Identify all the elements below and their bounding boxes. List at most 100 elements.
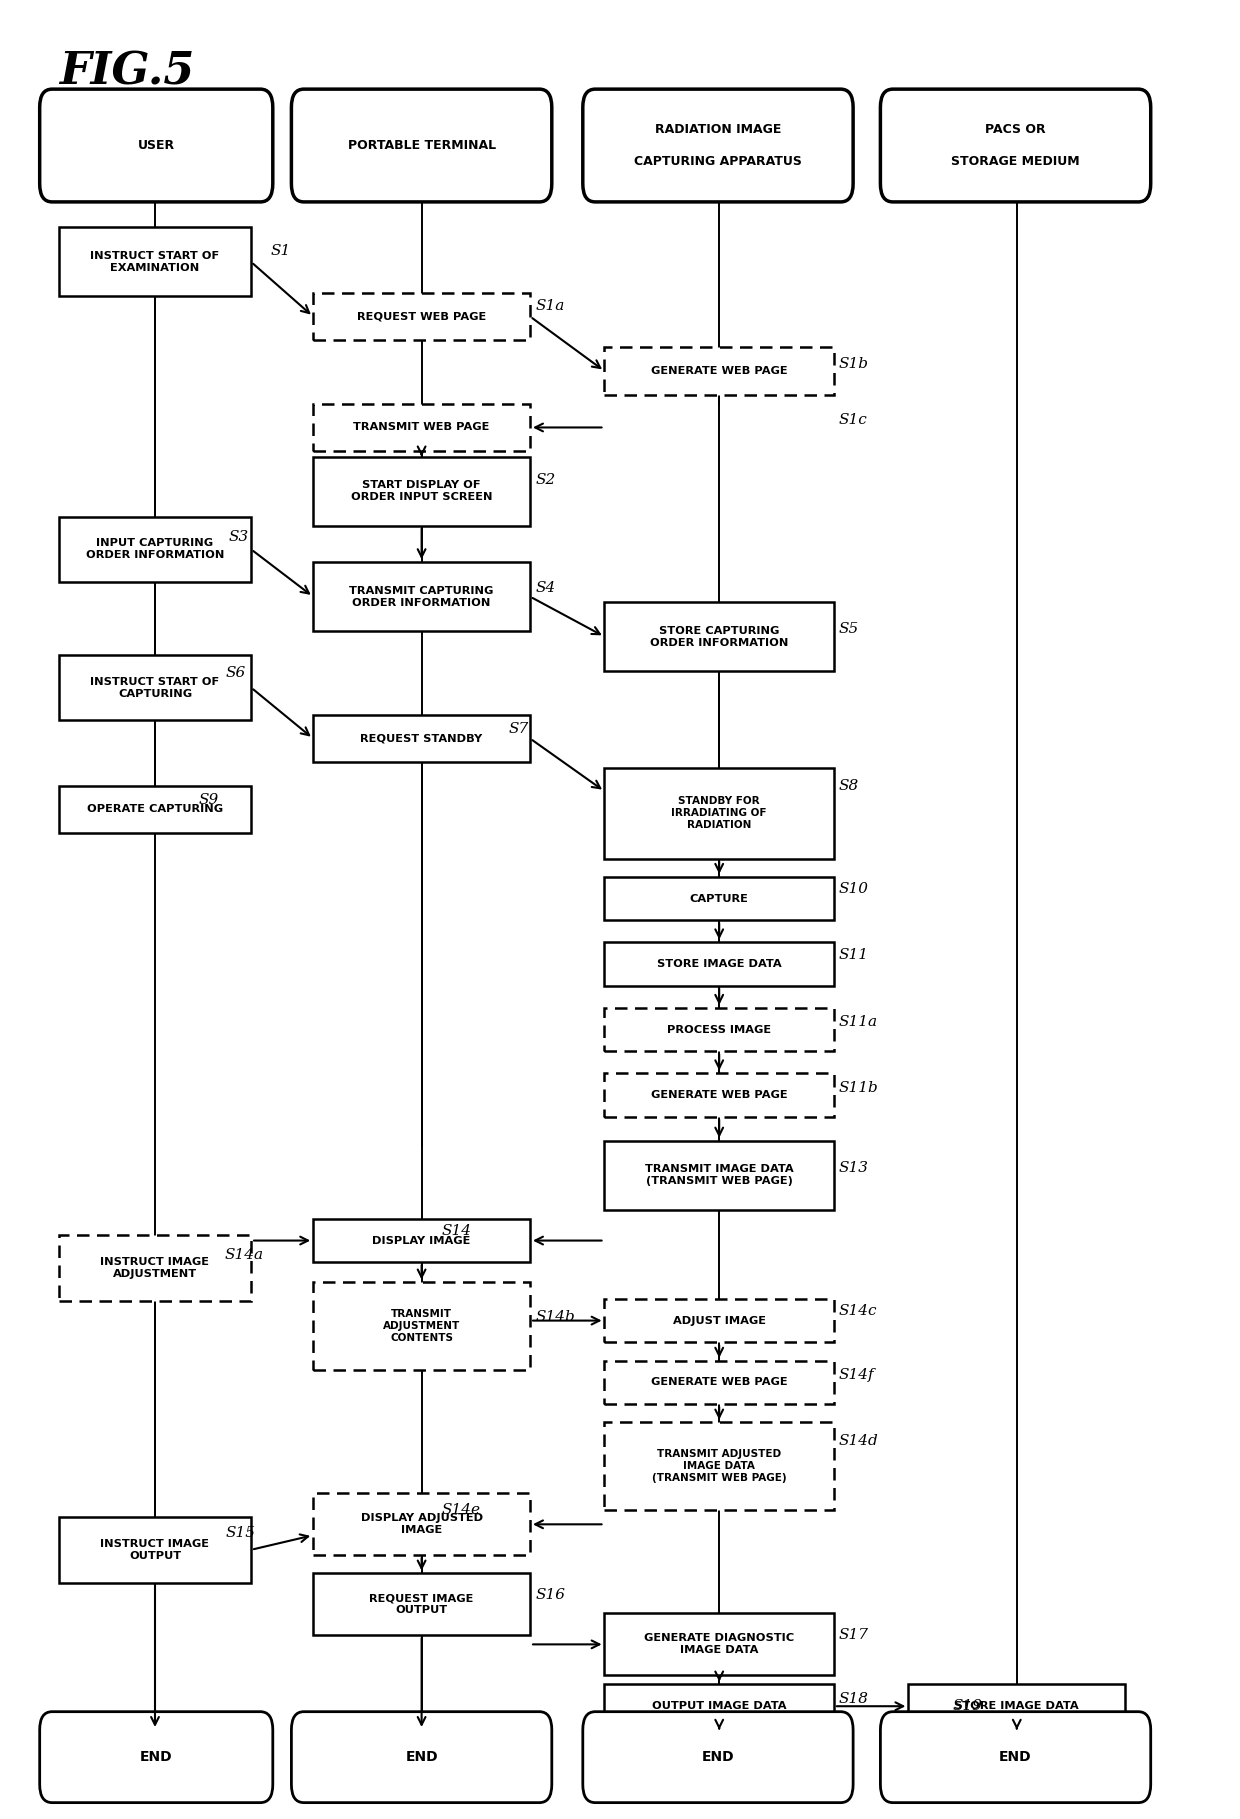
Bar <box>314 562 531 631</box>
Bar <box>314 404 531 451</box>
Text: S1: S1 <box>270 244 290 258</box>
Text: REQUEST IMAGE
OUTPUT: REQUEST IMAGE OUTPUT <box>370 1593 474 1615</box>
Bar <box>604 1361 833 1404</box>
Bar <box>604 347 833 395</box>
Bar <box>314 1282 531 1370</box>
Text: REQUEST STANDBY: REQUEST STANDBY <box>361 733 482 744</box>
Text: USER: USER <box>138 138 175 153</box>
Text: S16: S16 <box>536 1588 565 1603</box>
Text: S11a: S11a <box>838 1015 878 1030</box>
Text: TRANSMIT
ADJUSTMENT
CONTENTS: TRANSMIT ADJUSTMENT CONTENTS <box>383 1310 460 1342</box>
FancyBboxPatch shape <box>880 89 1151 202</box>
Text: REQUEST WEB PAGE: REQUEST WEB PAGE <box>357 311 486 322</box>
Text: END: END <box>140 1750 172 1764</box>
Text: S9: S9 <box>198 793 218 808</box>
Text: END: END <box>999 1750 1032 1764</box>
Text: DISPLAY IMAGE: DISPLAY IMAGE <box>372 1235 471 1246</box>
Text: STORE CAPTURING
ORDER INFORMATION: STORE CAPTURING ORDER INFORMATION <box>650 626 789 648</box>
Text: S17: S17 <box>838 1628 868 1643</box>
Bar <box>908 1684 1126 1728</box>
Text: RADIATION IMAGE: RADIATION IMAGE <box>655 122 781 136</box>
Text: S3: S3 <box>228 529 248 544</box>
Bar <box>60 517 252 582</box>
Text: START DISPLAY OF
ORDER INPUT SCREEN: START DISPLAY OF ORDER INPUT SCREEN <box>351 480 492 502</box>
FancyBboxPatch shape <box>291 89 552 202</box>
FancyBboxPatch shape <box>40 89 273 202</box>
FancyBboxPatch shape <box>583 1712 853 1803</box>
Text: S6: S6 <box>226 666 246 680</box>
Text: S14: S14 <box>441 1224 471 1239</box>
Text: END: END <box>702 1750 734 1764</box>
Text: INSTRUCT IMAGE
ADJUSTMENT: INSTRUCT IMAGE ADJUSTMENT <box>100 1257 210 1279</box>
Text: S11: S11 <box>838 948 868 962</box>
Text: TRANSMIT ADJUSTED
IMAGE DATA
(TRANSMIT WEB PAGE): TRANSMIT ADJUSTED IMAGE DATA (TRANSMIT W… <box>652 1450 786 1482</box>
Text: TRANSMIT CAPTURING
ORDER INFORMATION: TRANSMIT CAPTURING ORDER INFORMATION <box>350 586 494 608</box>
Text: GENERATE DIAGNOSTIC
IMAGE DATA: GENERATE DIAGNOSTIC IMAGE DATA <box>644 1633 795 1655</box>
Text: S11b: S11b <box>838 1080 878 1095</box>
Bar <box>604 1684 833 1728</box>
Bar <box>314 1493 531 1555</box>
Text: S4: S4 <box>536 580 556 595</box>
Text: S14e: S14e <box>441 1502 480 1517</box>
Bar <box>604 942 833 986</box>
Text: S1c: S1c <box>838 413 867 427</box>
Text: PORTABLE TERMINAL: PORTABLE TERMINAL <box>347 138 496 153</box>
Bar <box>604 877 833 920</box>
Text: STORE IMAGE DATA: STORE IMAGE DATA <box>657 959 781 970</box>
Text: S2: S2 <box>536 473 556 487</box>
Text: S14d: S14d <box>838 1433 878 1448</box>
Text: S10: S10 <box>838 882 868 897</box>
Text: DISPLAY ADJUSTED
IMAGE: DISPLAY ADJUSTED IMAGE <box>361 1513 482 1535</box>
Text: S1a: S1a <box>536 298 565 313</box>
Bar <box>60 1517 252 1583</box>
Bar <box>604 1073 833 1117</box>
Bar <box>604 602 833 671</box>
Text: INSTRUCT IMAGE
OUTPUT: INSTRUCT IMAGE OUTPUT <box>100 1539 210 1561</box>
Text: S1b: S1b <box>838 357 868 371</box>
Text: S14c: S14c <box>838 1304 877 1319</box>
Text: STORAGE MEDIUM: STORAGE MEDIUM <box>951 155 1080 169</box>
Text: CAPTURING APPARATUS: CAPTURING APPARATUS <box>634 155 802 169</box>
FancyBboxPatch shape <box>583 89 853 202</box>
FancyBboxPatch shape <box>880 1712 1151 1803</box>
Bar <box>314 457 531 526</box>
Text: TRANSMIT WEB PAGE: TRANSMIT WEB PAGE <box>353 422 490 433</box>
Text: S14a: S14a <box>224 1248 264 1262</box>
Text: S18: S18 <box>838 1692 868 1706</box>
Text: GENERATE WEB PAGE: GENERATE WEB PAGE <box>651 1090 787 1100</box>
Bar <box>604 1613 833 1675</box>
Text: CAPTURE: CAPTURE <box>689 893 749 904</box>
Text: PACS OR: PACS OR <box>986 122 1045 136</box>
Bar <box>60 655 252 720</box>
Text: OPERATE CAPTURING: OPERATE CAPTURING <box>87 804 223 815</box>
Bar <box>604 1008 833 1051</box>
Text: S13: S13 <box>838 1161 868 1175</box>
Text: TRANSMIT IMAGE DATA
(TRANSMIT WEB PAGE): TRANSMIT IMAGE DATA (TRANSMIT WEB PAGE) <box>645 1164 794 1186</box>
Text: END: END <box>405 1750 438 1764</box>
Bar <box>314 715 531 762</box>
FancyBboxPatch shape <box>40 1712 273 1803</box>
Text: S14f: S14f <box>838 1368 874 1382</box>
Bar <box>604 1141 833 1210</box>
Text: FIG.5: FIG.5 <box>60 51 195 95</box>
Bar <box>314 293 531 340</box>
Text: GENERATE WEB PAGE: GENERATE WEB PAGE <box>651 366 787 377</box>
Text: INSTRUCT START OF
EXAMINATION: INSTRUCT START OF EXAMINATION <box>91 251 219 273</box>
Text: PROCESS IMAGE: PROCESS IMAGE <box>667 1024 771 1035</box>
Text: S8: S8 <box>838 779 858 793</box>
Text: STANDBY FOR
IRRADIATING OF
RADIATION: STANDBY FOR IRRADIATING OF RADIATION <box>671 797 768 829</box>
Text: S5: S5 <box>838 622 858 637</box>
Text: S19: S19 <box>952 1699 982 1713</box>
Bar <box>604 768 833 859</box>
Bar <box>60 786 252 833</box>
Text: GENERATE WEB PAGE: GENERATE WEB PAGE <box>651 1377 787 1388</box>
Bar <box>60 1235 252 1301</box>
Bar <box>60 227 252 296</box>
Bar <box>314 1573 531 1635</box>
FancyBboxPatch shape <box>291 1712 552 1803</box>
Text: OUTPUT IMAGE DATA: OUTPUT IMAGE DATA <box>652 1701 786 1712</box>
Text: STORE IMAGE DATA: STORE IMAGE DATA <box>955 1701 1079 1712</box>
Text: INPUT CAPTURING
ORDER INFORMATION: INPUT CAPTURING ORDER INFORMATION <box>86 538 224 560</box>
Text: S15: S15 <box>226 1526 255 1541</box>
Text: INSTRUCT START OF
CAPTURING: INSTRUCT START OF CAPTURING <box>91 677 219 698</box>
